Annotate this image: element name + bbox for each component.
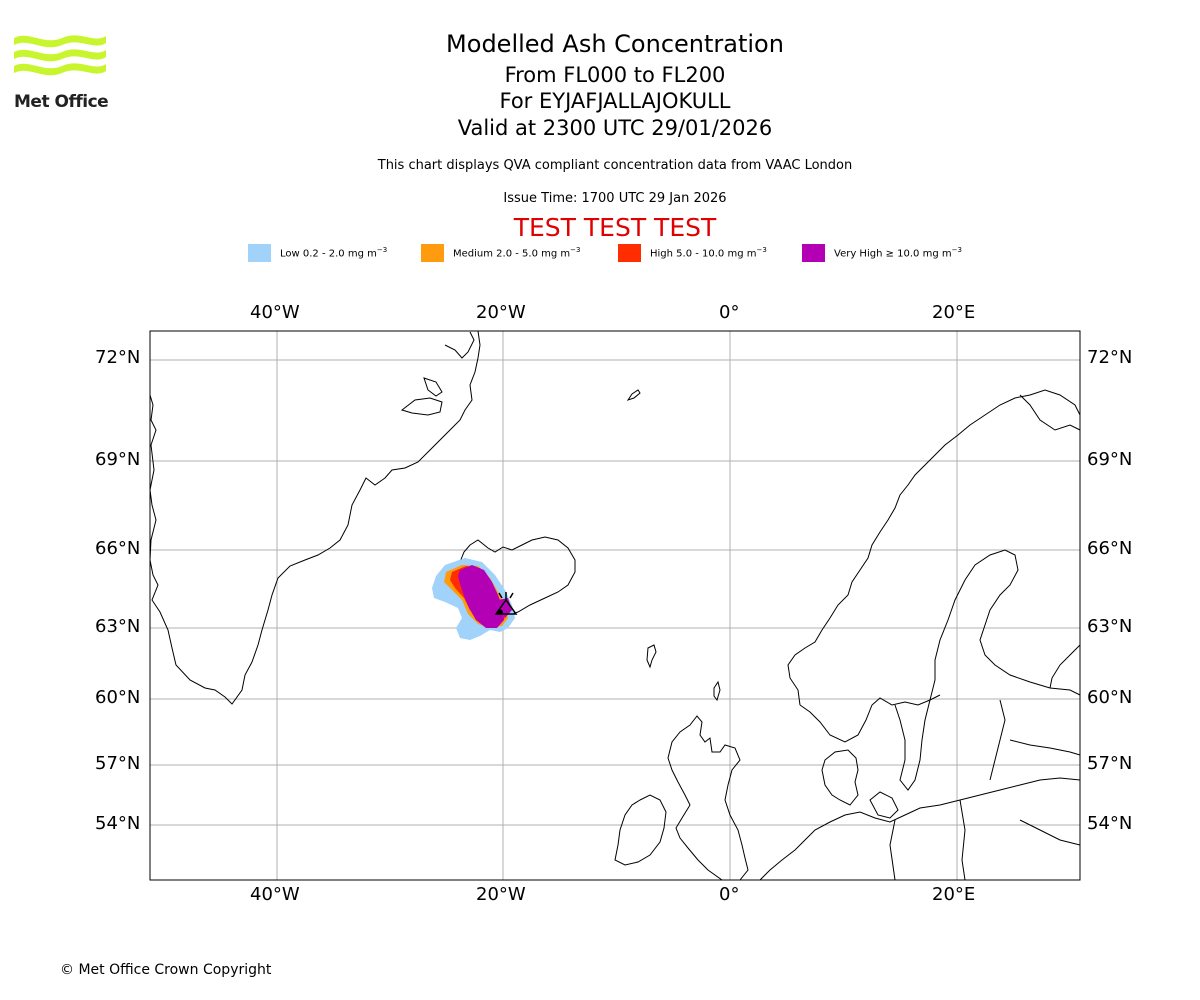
- lat-label-left: 57°N: [95, 753, 141, 774]
- lat-label-left: 66°N: [95, 538, 141, 559]
- lat-label-left: 60°N: [95, 687, 141, 708]
- lon-label-bottom: 20°W: [476, 884, 526, 905]
- legend-swatch-low: [248, 244, 271, 262]
- lon-label-top: 40°W: [250, 302, 300, 323]
- lat-label-right: 66°N: [1087, 538, 1133, 559]
- lat-label-left: 69°N: [95, 449, 141, 470]
- lon-label-top: 20°W: [476, 302, 526, 323]
- lat-label-right: 63°N: [1087, 616, 1133, 637]
- lat-label-left: 63°N: [95, 616, 141, 637]
- lat-label-right: 69°N: [1087, 449, 1133, 470]
- test-banner: TEST TEST TEST: [513, 213, 717, 242]
- volcano-icon: [494, 592, 518, 615]
- lat-label-right: 72°N: [1087, 347, 1133, 368]
- lat-label-right: 54°N: [1087, 813, 1133, 834]
- met-office-logo: Met Office: [14, 30, 110, 112]
- lon-label-bottom: 0°: [719, 884, 740, 905]
- map-gridlines: [150, 331, 1080, 880]
- valid-time: Valid at 2300 UTC 29/01/2026: [457, 116, 773, 140]
- legend-swatch-very-high: [802, 244, 825, 262]
- lat-label-left: 54°N: [95, 813, 141, 834]
- lon-label-bottom: 40°W: [250, 884, 300, 905]
- lon-label-bottom: 20°E: [932, 884, 976, 905]
- legend-label-high: High 5.0 - 10.0 mg m: [650, 248, 757, 260]
- greenland-coast: [149, 330, 481, 705]
- coastlines: [149, 330, 1081, 881]
- ash-contour-very-high: [458, 565, 504, 628]
- logo-text: Met Office: [14, 92, 109, 112]
- ireland-coast: [614, 794, 667, 866]
- lat-label-right: 60°N: [1087, 687, 1133, 708]
- legend-label-very-high: Very High ≥ 10.0 mg m: [834, 248, 952, 260]
- legend-label-low: Low 0.2 - 2.0 mg m: [280, 248, 377, 260]
- scandinavia-coast: [787, 389, 1081, 706]
- legend-label-medium: Medium 2.0 - 5.0 mg m: [453, 248, 571, 260]
- great-britain-coast: [667, 715, 749, 881]
- denmark-coast: [821, 749, 859, 806]
- copyright-notice: © Met Office Crown Copyright: [60, 962, 272, 978]
- legend-swatch-high: [618, 244, 641, 262]
- lat-label-left: 72°N: [95, 347, 141, 368]
- issue-time: Issue Time: 1700 UTC 29 Jan 2026: [503, 191, 727, 206]
- lat-label-right: 57°N: [1087, 753, 1133, 774]
- legend-swatch-medium: [421, 244, 444, 262]
- lon-label-top: 20°E: [932, 302, 976, 323]
- volcano-name: For EYJAFJALLAJOKULL: [499, 89, 731, 113]
- chart-description: This chart displays QVA compliant concen…: [377, 158, 853, 173]
- chart-title: Modelled Ash Concentration: [446, 30, 784, 58]
- map-frame: [149, 330, 1081, 881]
- lon-label-top: 0°: [719, 302, 740, 323]
- flight-level-range: From FL000 to FL200: [504, 63, 726, 87]
- met-office-waves-icon: [14, 35, 106, 76]
